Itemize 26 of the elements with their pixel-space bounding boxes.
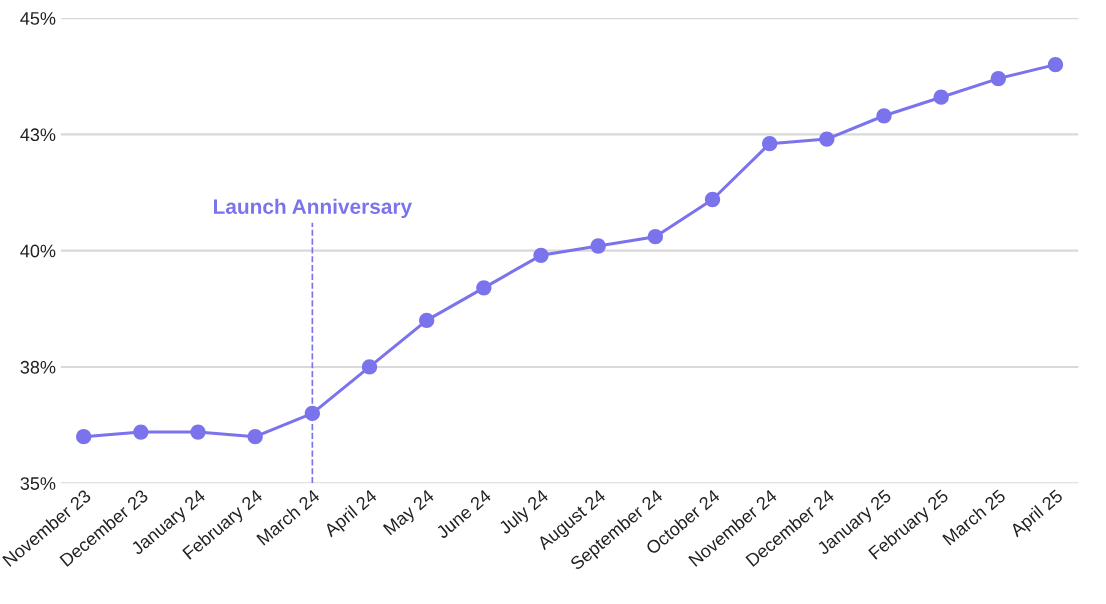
point bbox=[76, 429, 92, 445]
point bbox=[190, 424, 206, 440]
x-tick-label: May 24 bbox=[382, 488, 438, 539]
y-tick-label: 45% bbox=[20, 12, 56, 25]
point bbox=[876, 108, 892, 124]
point bbox=[590, 238, 606, 254]
y-tick-label: 43% bbox=[20, 128, 56, 142]
point bbox=[419, 312, 435, 329]
point bbox=[819, 131, 835, 147]
point bbox=[533, 247, 549, 263]
point bbox=[247, 429, 263, 445]
point bbox=[762, 136, 778, 152]
ref-line-label: Launch Anniversary bbox=[213, 198, 412, 219]
point bbox=[133, 424, 149, 440]
point bbox=[304, 405, 320, 422]
point bbox=[990, 70, 1006, 87]
point bbox=[1047, 56, 1064, 73]
point bbox=[476, 280, 492, 296]
y-tick-label: 35% bbox=[20, 477, 56, 490]
y-tick-label: 40% bbox=[20, 244, 56, 258]
y-tick-label: 38% bbox=[20, 360, 56, 374]
point bbox=[933, 89, 949, 105]
point bbox=[647, 229, 663, 245]
point bbox=[704, 191, 721, 208]
point bbox=[361, 359, 378, 375]
x-tick-label: June 24 bbox=[435, 488, 492, 540]
